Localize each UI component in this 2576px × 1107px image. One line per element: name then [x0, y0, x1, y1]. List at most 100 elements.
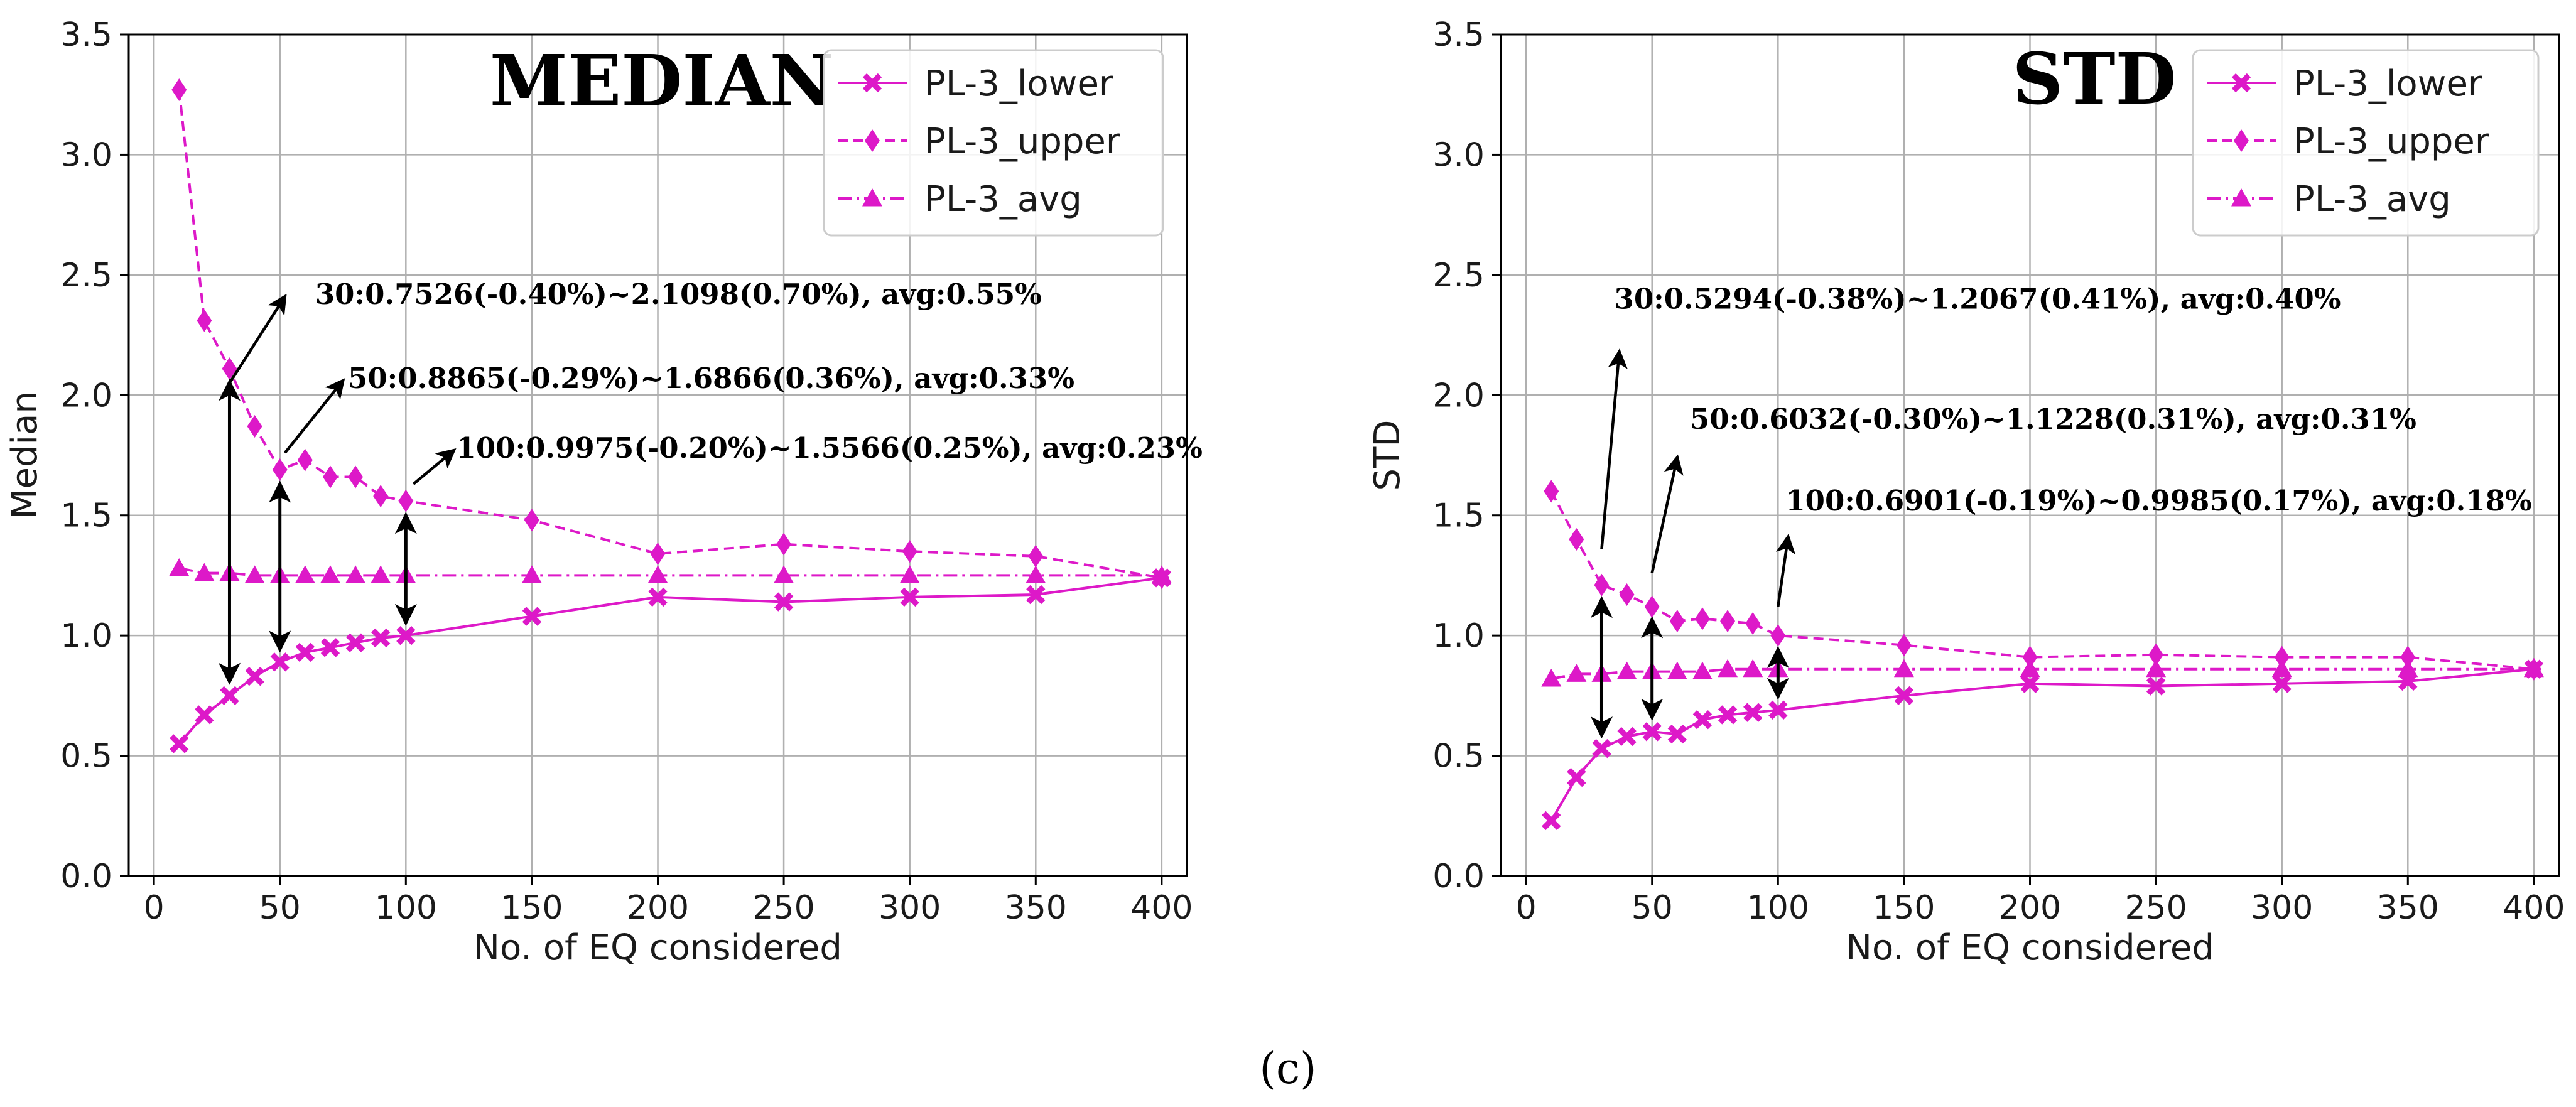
data-point-PL-3_lower [1718, 705, 1738, 725]
y-tick-label: 1.5 [1432, 497, 1485, 535]
data-point-PL-3_avg [2146, 659, 2167, 678]
data-point-PL-3_upper [398, 489, 414, 512]
x-tick-label: 400 [2503, 889, 2565, 927]
x-tick-label: 200 [1999, 889, 2061, 927]
data-point-PL-3_upper [1644, 595, 1660, 618]
data-point-PL-3_upper [524, 509, 539, 532]
x-tick-label: 300 [879, 889, 941, 927]
series-line-PL-3_lower [178, 576, 1162, 745]
y-tick-label: 2.5 [1432, 257, 1485, 294]
x-tick-label: 50 [1632, 889, 1673, 927]
data-point-PL-3_avg [1151, 565, 1172, 583]
x-axis-label: No. of EQ considered [474, 927, 842, 968]
series-line-PL-3_upper [178, 89, 1162, 580]
data-point-PL-3_avg [1718, 659, 1738, 678]
y-tick-label: 2.5 [60, 257, 112, 294]
annotation-text: 30:0.5294(-0.38%)~1.2067(0.41%), avg:0.4… [1615, 282, 2341, 315]
data-point-PL-3_avg [1026, 565, 1046, 583]
data-point-PL-3_lower [1026, 585, 1046, 605]
legend-marker-PL-3_upper [865, 129, 880, 152]
data-point-PL-3_upper [2148, 643, 2164, 666]
y-tick-label: 0.5 [1432, 738, 1485, 775]
data-point-PL-3_avg [320, 565, 340, 583]
data-point-PL-3_lower [170, 734, 189, 753]
data-point-PL-3_upper [322, 465, 338, 489]
data-point-PL-3_lower [1567, 767, 1586, 787]
y-axis-label: STD [1367, 420, 1408, 491]
x-tick-label: 200 [627, 889, 689, 927]
annotation-pointer [1600, 348, 1628, 549]
x-axis-label: No. of EQ considered [1846, 927, 2214, 968]
legend-label: PL-3_lower [924, 63, 1114, 104]
data-point-PL-3_avg [1667, 661, 1687, 680]
y-tick-label: 3.0 [1432, 136, 1485, 174]
series-line-PL-3_upper [1550, 490, 2535, 671]
data-point-PL-3_upper [222, 357, 237, 381]
x-tick-label: 400 [1130, 889, 1193, 927]
x-tick-label: 250 [2124, 889, 2187, 927]
data-point-PL-3_upper [902, 540, 917, 563]
data-point-PL-3_upper [1569, 528, 1584, 551]
data-point-PL-3_upper [272, 458, 288, 481]
data-point-PL-3_avg [1616, 661, 1637, 680]
x-tick-label: 300 [2251, 889, 2313, 927]
data-point-PL-3_upper [1896, 634, 1912, 657]
data-point-PL-3_avg [194, 563, 215, 581]
data-point-PL-3_avg [295, 565, 315, 583]
x-tick-label: 0 [1516, 889, 1537, 927]
data-point-PL-3_lower [1592, 738, 1611, 759]
annotation-text: 30:0.7526(-0.40%)~2.1098(0.70%), avg:0.5… [315, 278, 1042, 311]
data-point-PL-3_lower [1542, 811, 1561, 831]
data-point-PL-3_lower [1768, 700, 1788, 720]
annotation-text: 100:0.9975(-0.20%)~1.5566(0.25%), avg:0.… [457, 431, 1203, 465]
data-point-PL-3_avg [2271, 659, 2292, 678]
data-point-PL-3_avg [774, 565, 794, 583]
x-tick-label: 250 [752, 889, 814, 927]
series-line-PL-3_avg [1550, 667, 2534, 681]
data-point-PL-3_lower [1894, 686, 1914, 706]
data-point-PL-3_upper [1745, 612, 1761, 635]
data-point-PL-3_lower [320, 638, 340, 657]
data-point-PL-3_avg [647, 565, 668, 583]
y-axis-label: Median [4, 391, 45, 519]
data-point-PL-3_upper [2400, 645, 2416, 669]
data-point-PL-3_lower [371, 628, 391, 648]
data-point-PL-3_avg [1893, 659, 1914, 678]
data-point-PL-3_upper [1669, 610, 1685, 633]
data-point-PL-3_avg [2523, 659, 2544, 678]
y-tick-label: 3.5 [60, 16, 112, 54]
y-tick-label: 2.0 [1432, 377, 1485, 414]
figure-caption: (c) [1259, 1044, 1316, 1094]
data-point-PL-3_upper [1544, 480, 1559, 503]
y-tick-label: 1.0 [60, 617, 112, 655]
y-tick-label: 0.5 [60, 738, 112, 775]
annotation-text: 50:0.6032(-0.30%)~1.1228(0.31%), avg:0.3… [1690, 402, 2416, 436]
legend-box [2192, 49, 2540, 237]
data-point-PL-3_lower [2020, 674, 2040, 693]
legend-label: PL-3_upper [2293, 121, 2490, 162]
data-point-PL-3_upper [2022, 645, 2038, 669]
data-point-PL-3_upper [247, 415, 262, 438]
legend-label: PL-3_upper [924, 121, 1121, 162]
annotation-text: 100:0.6901(-0.19%)~0.9985(0.17%), avg:0.… [1785, 484, 2531, 517]
data-point-PL-3_upper [171, 78, 187, 102]
y-tick-label: 3.5 [1432, 16, 1485, 54]
data-point-PL-3_lower [245, 667, 264, 686]
data-point-PL-3_upper [1028, 544, 1044, 568]
data-point-PL-3_lower [195, 705, 214, 725]
data-point-PL-3_lower [522, 607, 542, 626]
std-chart-panel: 0 50 100 150 200 250 300 350 400 0.0 0.5 1.0 1.5 2.0 2… [1367, 16, 2565, 968]
y-tick-label: 1.5 [60, 497, 112, 535]
data-point-PL-3_avg [345, 565, 366, 583]
data-point-PL-3_upper [1594, 573, 1610, 597]
data-point-PL-3_lower [774, 592, 794, 612]
legend-label: PL-3_avg [924, 179, 1082, 220]
data-point-PL-3_upper [1694, 607, 1710, 630]
data-point-PL-3_lower [900, 587, 919, 607]
data-point-PL-3_lower [1692, 710, 1713, 730]
data-point-PL-3_lower [1617, 726, 1637, 747]
data-point-PL-3_lower [396, 625, 416, 645]
annotation-pointer [228, 293, 287, 384]
legend-marker-PL-3_lower [862, 73, 882, 93]
